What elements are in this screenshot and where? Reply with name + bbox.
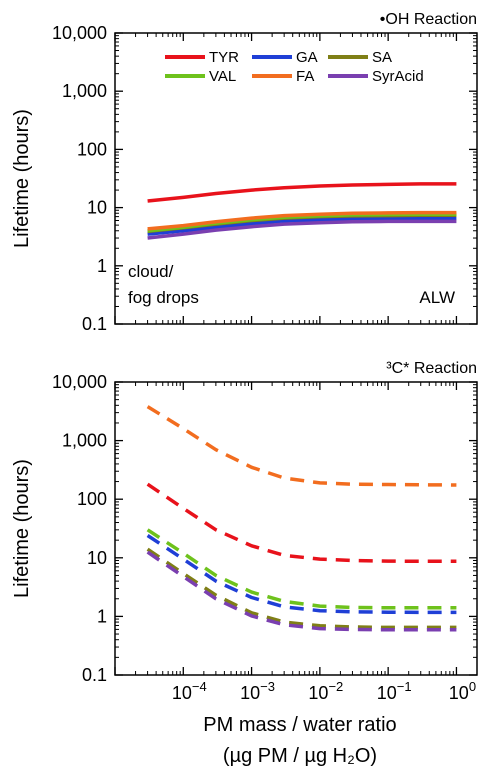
triplet-series-group (146, 405, 457, 632)
triplet-x-tick-label: 10−2 (308, 679, 343, 703)
oh-y-axis-label: Lifetime (hours) (11, 109, 33, 248)
oh-series-line-syracid (147, 219, 457, 240)
x-axis-units-label: (µg PM / µg H₂O) (223, 745, 377, 767)
triplet-y-tick-label: 0.1 (82, 665, 107, 685)
oh-x-axis (114, 33, 478, 324)
x-axis-label: PM mass / water ratio (203, 714, 396, 736)
triplet-x-tick-label: 10−3 (240, 679, 275, 703)
triplet-y-tick-label: 10,000 (52, 372, 107, 392)
triplet-series-line-fa (146, 405, 457, 487)
triplet-y-axis-label: Lifetime (hours) (11, 459, 33, 598)
triplet-x-tick-label: 100 (449, 679, 476, 703)
oh-series-line-fa (147, 210, 457, 231)
triplet-y-tick-label: 1,000 (62, 431, 107, 451)
annotation-cloud: cloud/ (128, 262, 174, 281)
triplet-panel-title: ³C* Reaction (386, 360, 477, 377)
triplet-series-line-val (146, 528, 457, 610)
oh-y-axis: 0.1 1 10 100 1,000 10,000 (52, 23, 477, 334)
triplet-series-line-sa (146, 547, 457, 630)
triplet-y-tick-label: 1 (97, 606, 107, 626)
triplet-y-axis: 0.1 1 10 100 1,000 10,000 (52, 372, 477, 685)
triplet-series-line-syracid (146, 550, 457, 632)
oh-reaction-panel: 0.1 1 10 100 1,000 10,000 Lifetime (hours) •O… (11, 11, 478, 334)
oh-series-line-ga (147, 216, 457, 236)
oh-legend: TYR GA SA VAL FA SyrAcid (165, 49, 424, 85)
triplet-plot-frame (114, 381, 478, 676)
triplet-y-tick-label: 10 (87, 548, 107, 568)
triplet-series-line-ga (146, 534, 457, 615)
legend-label-val: VAL (209, 68, 236, 85)
oh-series-line-tyr (147, 182, 457, 203)
oh-series-group (147, 182, 457, 240)
annotation-fog-drops: fog drops (128, 288, 199, 307)
triplet-x-tick-label: 10−1 (377, 679, 412, 703)
oh-panel-title: •OH Reaction (380, 11, 477, 28)
oh-y-tick-label: 10,000 (52, 23, 107, 43)
legend-label-syracid: SyrAcid (372, 68, 424, 85)
triplet-c-reaction-panel: 0.1 1 10 100 1,000 10,000 10−4 10−3 10−2 10−1 100… (11, 360, 478, 767)
oh-y-tick-label: 1,000 (62, 81, 107, 101)
legend-label-tyr: TYR (209, 49, 239, 66)
oh-y-tick-label: 1 (97, 256, 107, 276)
triplet-x-tick-label: 10−4 (172, 679, 207, 703)
annotation-alw: ALW (419, 288, 455, 307)
oh-y-tick-label: 0.1 (82, 314, 107, 334)
oh-plot-frame (114, 32, 478, 325)
triplet-y-tick-label: 100 (77, 489, 107, 509)
oh-y-tick-label: 100 (77, 139, 107, 159)
legend-label-ga: GA (296, 49, 318, 66)
legend-label-sa: SA (372, 49, 392, 66)
oh-y-tick-label: 10 (87, 198, 107, 218)
legend-label-fa: FA (296, 68, 314, 85)
triplet-series-line-tyr (146, 482, 457, 564)
